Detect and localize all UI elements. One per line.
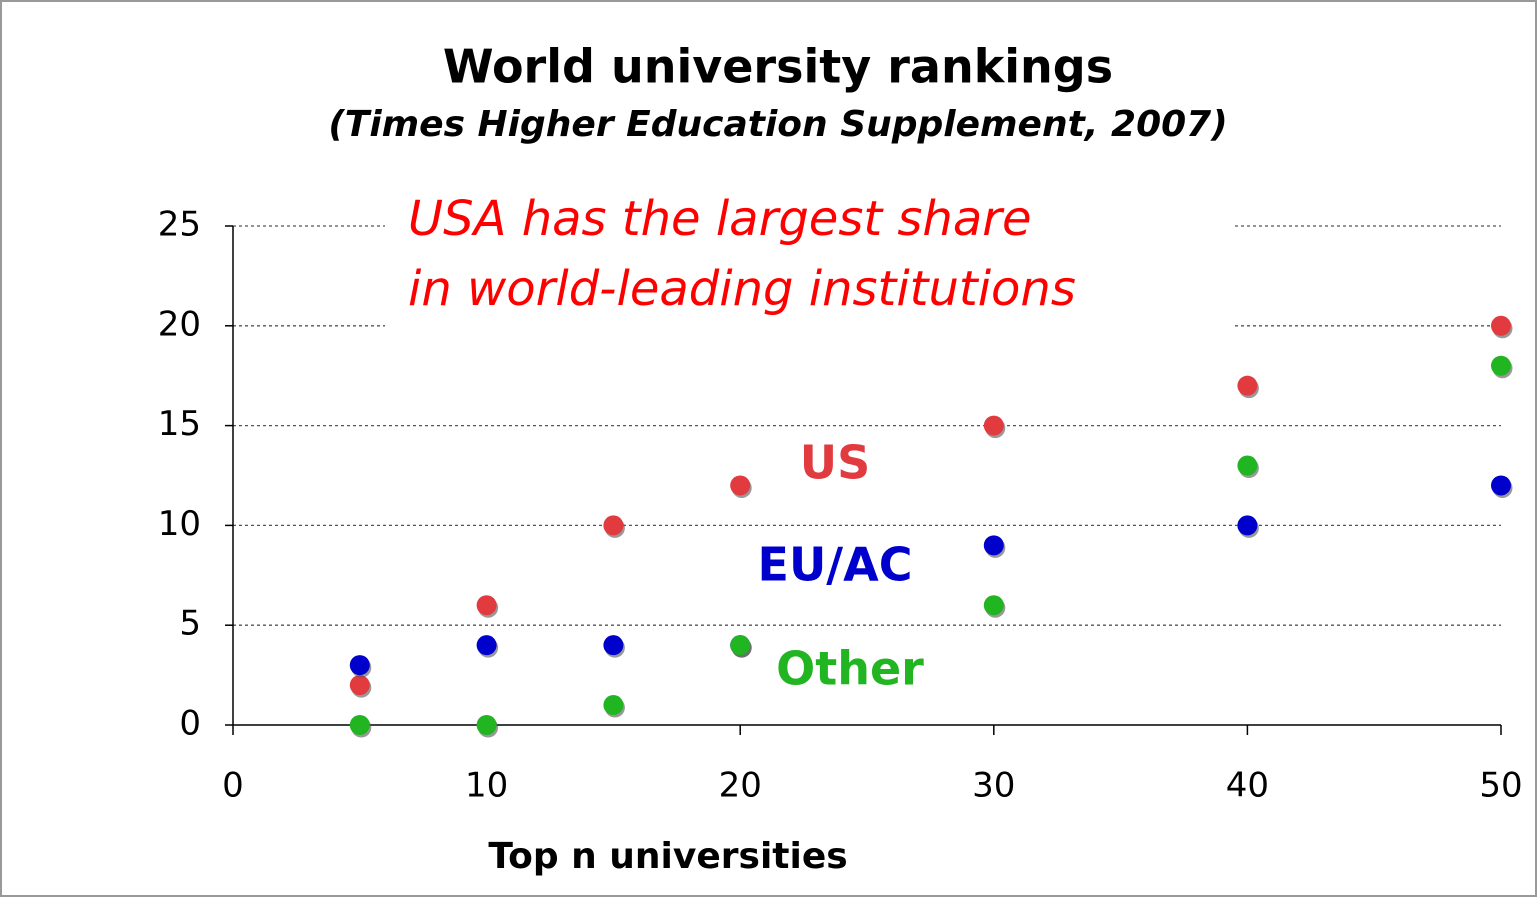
point bbox=[349, 655, 370, 676]
point bbox=[349, 675, 370, 696]
x-tick-label: 50 bbox=[1479, 766, 1522, 806]
y-tick-label: 0 bbox=[179, 704, 201, 744]
y-tick-label: 25 bbox=[158, 205, 201, 245]
series-label: Other bbox=[776, 642, 924, 696]
point bbox=[603, 515, 624, 536]
point bbox=[476, 715, 497, 735]
x-tick-label: 0 bbox=[222, 766, 244, 806]
point bbox=[1237, 375, 1258, 396]
point bbox=[603, 635, 624, 656]
point bbox=[1237, 515, 1258, 536]
y-tick-label: 15 bbox=[158, 404, 201, 444]
y-tick-label: 5 bbox=[179, 604, 201, 644]
chart-subtitle: (Times Higher Education Supplement, 2007… bbox=[328, 104, 1227, 145]
point bbox=[1491, 475, 1511, 496]
x-tick-label: 20 bbox=[719, 766, 762, 806]
annotation: in world-leading institutions bbox=[408, 261, 1076, 317]
point bbox=[476, 595, 497, 616]
chart-title: World university rankings bbox=[443, 40, 1113, 94]
point bbox=[1237, 455, 1258, 476]
annotation-bg bbox=[385, 192, 1233, 334]
point bbox=[730, 635, 751, 656]
point bbox=[1491, 315, 1511, 336]
point bbox=[603, 695, 624, 716]
y-tick-label: 20 bbox=[158, 304, 201, 344]
series-label: EU/AC bbox=[758, 538, 913, 592]
x-tick-label: 10 bbox=[465, 766, 508, 806]
y-tick-label: 10 bbox=[158, 504, 201, 544]
point bbox=[349, 715, 370, 735]
x-tick-label: 40 bbox=[1226, 766, 1269, 806]
point bbox=[1491, 355, 1511, 376]
point bbox=[983, 415, 1004, 436]
x-axis-label: Top n universities bbox=[488, 836, 847, 877]
x-tick-label: 30 bbox=[972, 766, 1015, 806]
point bbox=[983, 535, 1004, 556]
annotation: USA has the largest share bbox=[408, 191, 1032, 247]
series-label: US bbox=[800, 436, 870, 490]
point bbox=[730, 475, 751, 496]
point bbox=[983, 595, 1004, 616]
point bbox=[476, 635, 497, 656]
